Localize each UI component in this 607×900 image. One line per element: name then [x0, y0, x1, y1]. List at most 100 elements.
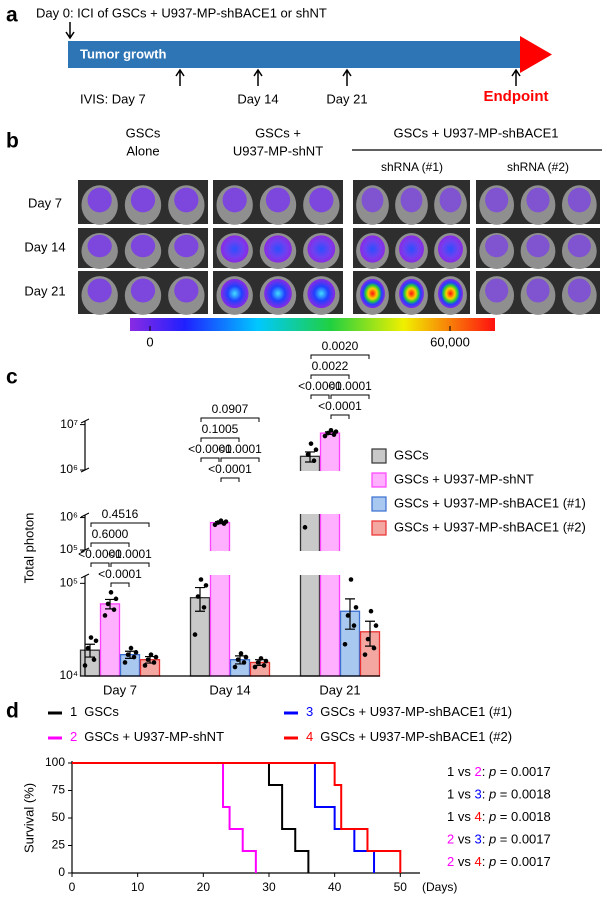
panel-label: a — [6, 4, 18, 27]
data-point — [203, 583, 209, 588]
data-point — [373, 623, 379, 628]
group-header: GSCs + U937-MP-shBACE1 — [393, 125, 558, 140]
break-mark — [80, 418, 90, 424]
legend-name: GSCs + U937-MP-shNT — [84, 729, 224, 744]
data-point — [333, 429, 339, 434]
annotation-part: 3 — [474, 787, 481, 802]
legend-name: GSCs + U937-MP-shBACE1 (#2) — [320, 729, 512, 744]
significance-bracket — [90, 522, 150, 527]
data-point — [201, 605, 207, 610]
data-point — [238, 651, 244, 656]
p-value: 0.0907 — [212, 402, 249, 416]
significance-bracket — [220, 457, 260, 462]
data-point — [195, 594, 201, 599]
signal — [174, 187, 199, 213]
annotation-part: : — [482, 854, 489, 869]
annotation-part: = 0.0017 — [496, 764, 551, 779]
significance-bracket — [200, 437, 240, 442]
annotation-part: vs — [454, 854, 474, 869]
data-point — [252, 664, 258, 670]
error-bar — [85, 643, 95, 658]
data-point — [362, 652, 368, 657]
data-point — [128, 645, 134, 651]
data-point — [91, 657, 97, 662]
data-point — [111, 607, 117, 612]
annotation-part: 2 — [474, 764, 481, 779]
data-point — [105, 601, 111, 607]
ivis-images — [78, 180, 600, 315]
data-point — [351, 623, 357, 628]
data-point — [365, 636, 371, 642]
legend-swatch — [371, 448, 387, 464]
legend-label: 4 GSCs + U937-MP-shBACE1 (#2) — [306, 729, 512, 744]
timepoint: IVIS: Day 7 — [80, 91, 146, 106]
data-point — [88, 635, 94, 640]
annotation-part: : — [482, 764, 489, 779]
y-tick-label: 50 — [52, 810, 66, 824]
data-point — [311, 458, 317, 464]
y-tick-label: 10⁶ — [60, 510, 78, 524]
x-tick-label: 40 — [328, 880, 342, 894]
data-point — [113, 596, 119, 602]
data-point — [353, 605, 359, 610]
p-value-annotation: 1 vs 4: p = 0.0018 — [447, 809, 551, 824]
data-point — [305, 452, 311, 457]
p-value-annotation: 1 vs 3: p = 0.0018 — [447, 787, 551, 802]
legend-swatch — [371, 520, 387, 536]
annotation-part: 4 — [474, 854, 481, 869]
bar — [209, 521, 231, 677]
x-tick-label: 30 — [262, 880, 276, 894]
signal — [438, 278, 463, 309]
row-label: Day 21 — [24, 283, 65, 298]
x-tick-label: 10 — [131, 880, 145, 894]
signal — [526, 278, 550, 303]
data-point — [151, 660, 157, 665]
data-point — [223, 519, 229, 524]
data-point — [153, 654, 159, 660]
significance-bracket — [310, 354, 370, 359]
data-point — [371, 645, 377, 651]
group-header: GSCs + — [255, 125, 301, 140]
signal — [439, 187, 462, 213]
data-point — [308, 441, 314, 446]
x-tick-label: 0 — [69, 880, 76, 894]
endpoint: Endpoint — [484, 88, 549, 105]
p-value: 0.1005 — [202, 422, 239, 436]
p-value: 0.4516 — [102, 507, 139, 521]
data-point — [93, 638, 99, 644]
annotation-part: vs — [454, 832, 474, 847]
signal — [307, 235, 336, 263]
signal — [526, 234, 550, 258]
annotation-part: vs — [454, 787, 474, 802]
panel-a-title: Day 0: ICI of GSCs + U937-MP-shBACE1 or … — [36, 5, 327, 20]
annotation-part: p — [488, 832, 496, 847]
legend-id: 1 — [70, 704, 77, 719]
data-point — [345, 613, 351, 618]
significance-bracket — [330, 414, 350, 419]
arrows — [175, 68, 521, 86]
data-point — [218, 518, 224, 524]
row-label: Day 7 — [28, 195, 62, 210]
legend-id: 3 — [306, 704, 313, 719]
y-tick-label: 10⁷ — [60, 417, 78, 431]
significance-bracket — [310, 374, 350, 379]
annotation-part: : — [482, 787, 489, 802]
legend-label: GSCs — [394, 447, 429, 462]
y-tick-label: 10⁵ — [60, 542, 78, 556]
legend-label: GSCs + U937-MP-shBACE1 (#2) — [394, 519, 586, 534]
y-axis-label: Survival (%) — [21, 783, 36, 853]
annotation-part: vs — [454, 809, 474, 824]
signal — [222, 187, 247, 213]
data-point — [263, 658, 269, 664]
data-point — [342, 641, 348, 647]
legend-id: 4 — [306, 729, 313, 744]
signal — [265, 187, 291, 213]
annotation-part: 1 — [447, 764, 454, 779]
significance-bracket — [90, 562, 110, 567]
annotation-part: = 0.0017 — [496, 854, 551, 869]
data-point — [368, 608, 374, 614]
break-mark — [80, 573, 90, 579]
signal — [130, 234, 156, 258]
significance-bracket — [110, 562, 150, 567]
